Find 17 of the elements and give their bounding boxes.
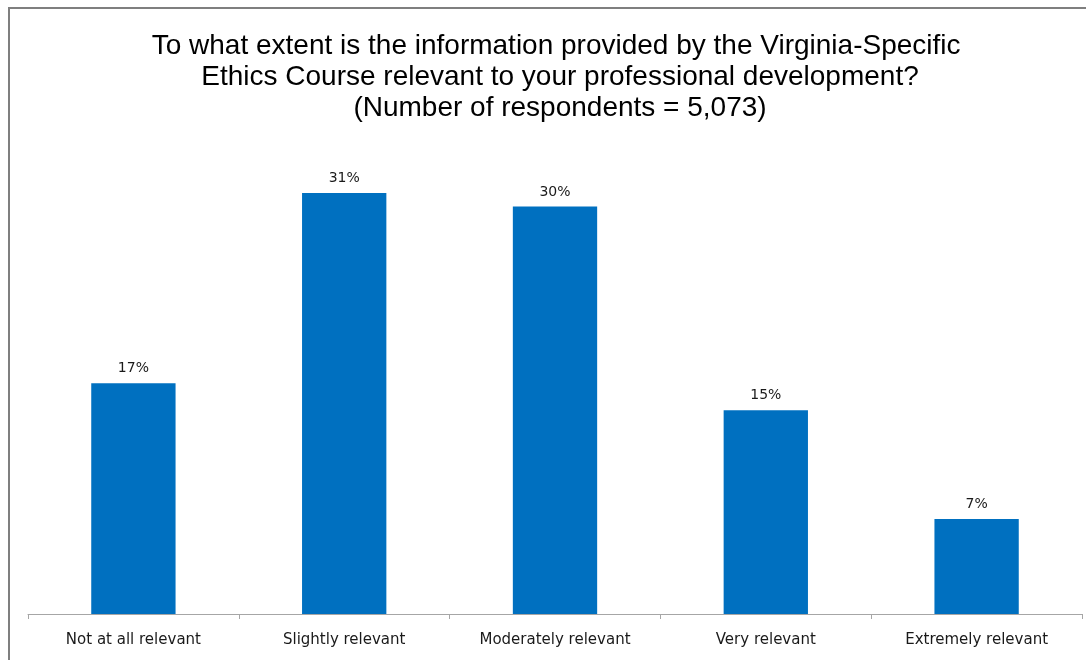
chart-subtitle: (Number of respondents = 5,073) <box>353 91 767 122</box>
chart-title: To what extent is the information provided by the Virginia-Specific Ethics Course relevant to your professional development? <box>151 29 969 91</box>
data-label: 17% <box>117 359 149 376</box>
bar <box>934 518 1019 614</box>
x-tick-label: Not at all relevant <box>65 629 202 648</box>
bar <box>302 193 387 614</box>
data-label: 15% <box>750 386 782 403</box>
data-label: 30% <box>539 182 571 199</box>
data-label: 31% <box>328 169 360 185</box>
data-label: 7% <box>965 494 988 511</box>
x-tick-label: Slightly relevant <box>282 629 406 648</box>
x-tick-label: Extremely relevant <box>905 629 1049 648</box>
x-tick-label: Very relevant <box>715 629 816 648</box>
bar <box>91 383 176 614</box>
bar <box>723 410 808 614</box>
x-tick-label: Moderately relevant <box>479 629 631 648</box>
bar <box>512 206 598 614</box>
